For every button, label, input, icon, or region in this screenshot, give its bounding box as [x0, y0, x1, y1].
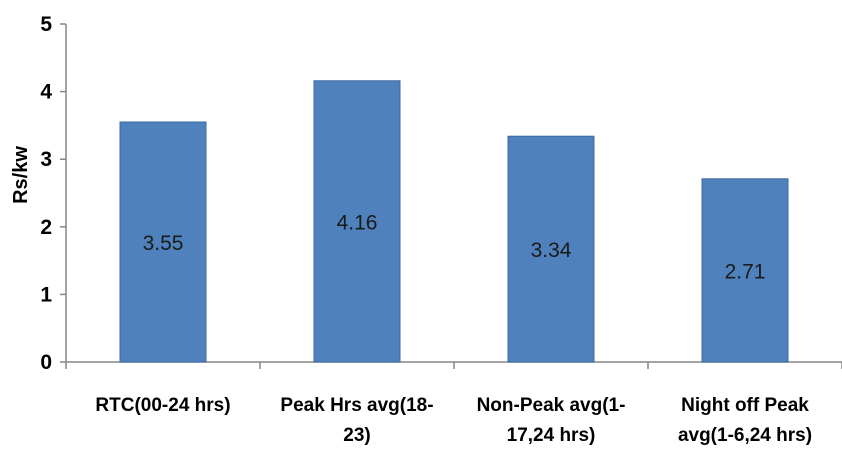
bar [119, 121, 207, 363]
bar [313, 80, 401, 363]
y-axis-label: Rs/kw [10, 146, 32, 204]
x-category-label: 23) [343, 425, 370, 446]
x-category-label: avg(1-6,24 hrs) [678, 425, 812, 446]
y-tick-label: 0 [40, 351, 52, 374]
y-tick-label: 4 [40, 81, 52, 104]
bars [119, 80, 789, 363]
bar [701, 178, 789, 363]
y-tick-label: 5 [40, 13, 52, 36]
data-label: 3.55 [143, 232, 184, 255]
y-tick-label: 2 [40, 216, 52, 239]
data-label: 4.16 [337, 211, 378, 234]
labels: 3.55 RTC(00-24 hrs) 4.16 Peak Hrs avg(18- 23… [95, 211, 812, 446]
x-category-label: Peak Hrs avg(18- [280, 395, 433, 416]
y-tick-label: 1 [40, 283, 52, 306]
x-category-label: Night off Peak [681, 395, 809, 416]
data-label: 3.34 [531, 239, 572, 262]
x-category-label: Non-Peak avg(1- [477, 395, 626, 416]
bar [507, 135, 595, 363]
y-tick-label: 3 [40, 148, 52, 171]
x-category-label: RTC(00-24 hrs) [95, 395, 230, 416]
x-category-label: 17,24 hrs) [507, 425, 596, 446]
data-label: 2.71 [725, 260, 766, 283]
